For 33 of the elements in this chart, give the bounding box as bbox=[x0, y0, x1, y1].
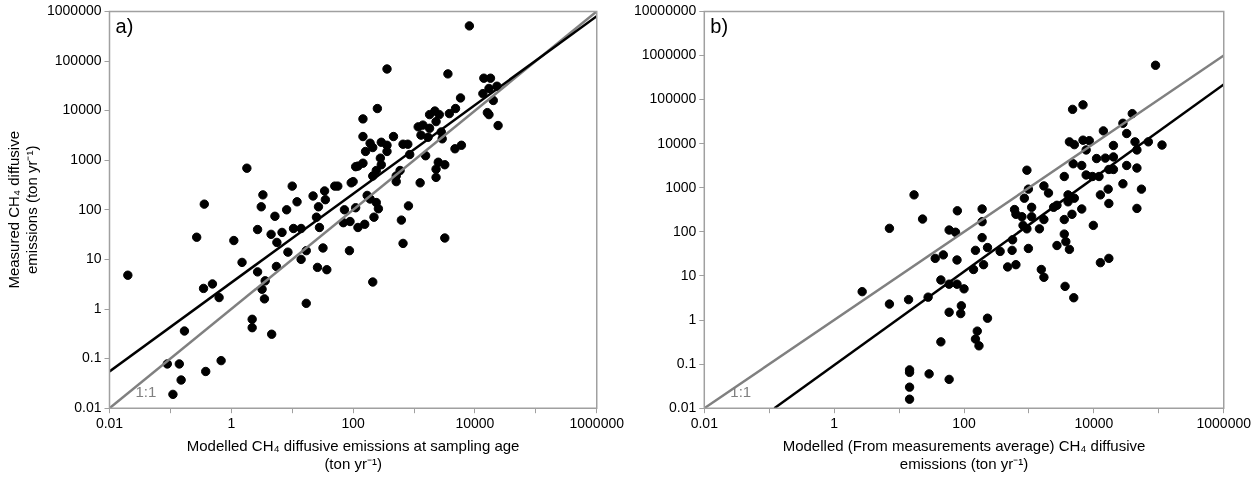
x-axis-title: Modelled CH₄ diffusive emissions at sampling age (ton yr⁻¹) bbox=[186, 437, 520, 473]
y-tick-label: 1000 bbox=[665, 178, 697, 195]
y-tick-label: 1 bbox=[93, 299, 102, 316]
y-tick-label: 1000000 bbox=[641, 46, 697, 63]
y-tick-label: 10000000 bbox=[633, 2, 697, 19]
y-tick-label: 10000 bbox=[62, 101, 102, 118]
y-tick-label: 100 bbox=[78, 200, 102, 217]
y-axis-title: Measured CH₄ diffusive emissions (ton yr⁻¹) bbox=[5, 131, 41, 289]
x-tick-label: 1 bbox=[227, 415, 236, 432]
y-tick-label: 0.1 bbox=[676, 354, 697, 371]
x-tick-label: 100 bbox=[341, 415, 366, 432]
series-label: 1:1 bbox=[135, 382, 157, 400]
y-tick-label: 100000 bbox=[54, 51, 102, 68]
x-axis-title: Modelled (From measurements average) CH₄ diffusive emissions (ton yr⁻¹) bbox=[782, 437, 1146, 473]
annotation: a) bbox=[115, 14, 134, 37]
x-tick-label: 1000000 bbox=[569, 415, 625, 432]
y-tick-label: 1000000 bbox=[46, 2, 102, 19]
y-tick-label: 1000 bbox=[70, 151, 102, 168]
y-tick-label: 0.01 bbox=[74, 399, 102, 416]
x-tick-label: 1 bbox=[830, 415, 839, 432]
y-tick-label: 0.1 bbox=[82, 349, 102, 366]
y-tick-label: 10 bbox=[85, 250, 102, 267]
x-tick-label: 10000 bbox=[455, 415, 495, 432]
annotation: b) bbox=[710, 14, 729, 37]
y-tick-label: 10000 bbox=[657, 134, 697, 151]
y-tick-label: 10 bbox=[680, 266, 697, 283]
x-tick-label: 10000 bbox=[1074, 415, 1114, 432]
y-tick-label: 100 bbox=[672, 222, 697, 239]
y-tick-label: 100000 bbox=[649, 90, 697, 107]
y-tick-label: 1 bbox=[688, 310, 697, 327]
y-tick-label: 0.01 bbox=[669, 399, 697, 416]
x-tick-label: 100 bbox=[952, 415, 976, 432]
x-tick-label: 1000000 bbox=[1196, 415, 1252, 432]
